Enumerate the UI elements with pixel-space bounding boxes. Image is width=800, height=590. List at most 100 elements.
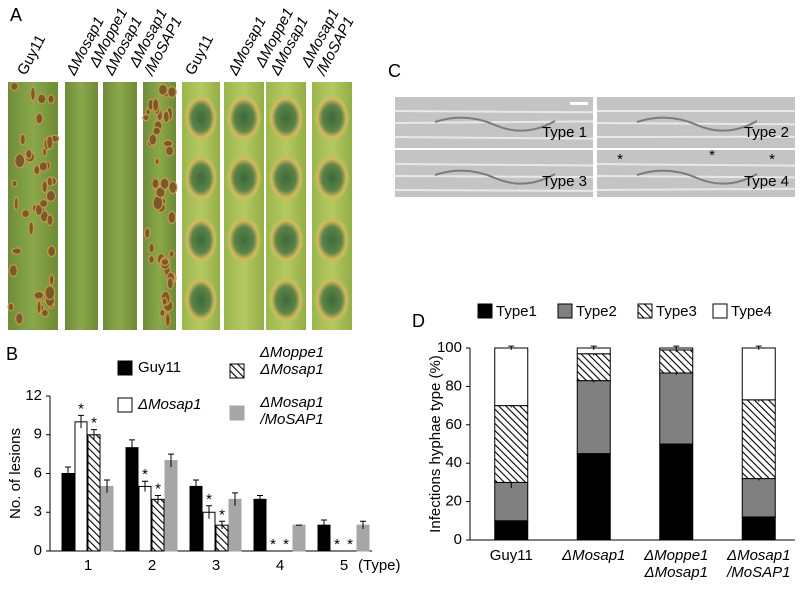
error-bar <box>360 520 366 530</box>
significance-mark: * <box>91 415 97 432</box>
error-bar <box>508 345 515 350</box>
leaf-spot <box>159 177 170 190</box>
legend-swatch <box>637 303 653 319</box>
x-tick-label: 2 <box>148 557 156 574</box>
micrograph-asterisk: * <box>617 151 623 168</box>
leaf-spot <box>48 274 55 286</box>
panel-label: D <box>412 311 425 331</box>
y-axis-label: Infections hyphae type (%) <box>427 355 444 533</box>
leaf-spot <box>152 97 160 113</box>
error-bar <box>321 519 327 531</box>
leaf-spot <box>154 157 160 166</box>
leaf-spot <box>38 161 49 172</box>
leaf-spot <box>152 126 162 136</box>
x-tick-label: 4 <box>276 557 284 574</box>
leaf-spot <box>35 112 44 125</box>
bar-segment <box>659 349 694 374</box>
y-tick-label: 6 <box>34 464 42 481</box>
leaf-spot <box>142 113 150 122</box>
bar-segment <box>494 347 529 407</box>
x-axis-label: (Type) <box>358 557 401 574</box>
leaf-spot <box>46 214 54 227</box>
error-bar <box>206 505 212 519</box>
cell-wall <box>596 163 796 167</box>
micrograph-label: Type 3 <box>542 173 587 190</box>
error-bar <box>91 429 97 440</box>
leaf-spot <box>11 247 23 255</box>
hypha <box>434 116 556 132</box>
significance-mark: * <box>78 400 84 417</box>
x-tick-label: ΔMosap1 <box>562 547 626 564</box>
leaf-spot <box>164 312 171 328</box>
y-tick-label: 100 <box>437 339 462 356</box>
y-tick-label: 0 <box>34 542 42 559</box>
leaf-spot <box>13 196 19 211</box>
leaf-spot <box>34 203 44 217</box>
leaf-spot <box>160 258 170 267</box>
legend-label: Type2 <box>576 303 617 320</box>
leaf-lesion <box>268 154 304 202</box>
bar <box>164 460 178 552</box>
leaf-spot <box>151 178 160 190</box>
leaf-spot <box>41 180 48 194</box>
legend-label: ΔMosap1 /MoSAP1 <box>260 394 324 428</box>
error-bar <box>219 520 225 530</box>
leaf-spot <box>38 198 49 208</box>
y-tick-label: 60 <box>445 416 462 433</box>
cell-wall <box>394 110 594 114</box>
y-tick-label: 0 <box>454 531 462 548</box>
error-bar <box>673 345 680 350</box>
leaf-spot <box>47 245 57 258</box>
leaf-spot <box>143 227 151 240</box>
leaf-lesion <box>268 94 304 142</box>
bar-segment <box>741 478 776 518</box>
leaf-lesion <box>184 94 218 142</box>
significance-mark: * <box>219 506 225 523</box>
leaf-lesion <box>226 216 262 264</box>
bar <box>87 434 101 552</box>
bar-segment <box>659 372 694 445</box>
leaf-spot <box>45 189 57 203</box>
leaf-photo <box>65 82 98 330</box>
leaf-spot <box>29 86 36 102</box>
error-bar <box>129 439 135 456</box>
leaf-spot <box>8 264 19 278</box>
bar-segment <box>576 353 611 382</box>
y-tick-label: 20 <box>445 493 462 510</box>
leaf-spot <box>167 210 177 225</box>
micrograph-asterisk: * <box>709 147 715 164</box>
panel-label: C <box>388 61 401 81</box>
leaf-lesion <box>184 154 218 202</box>
hypha <box>434 169 556 185</box>
y-axis-label: No. of lesions <box>7 428 24 519</box>
legend-swatch <box>229 405 245 421</box>
legend-label: ΔMosap1 <box>138 396 202 413</box>
leaf-lesion <box>184 216 218 264</box>
leaf-photo <box>103 82 137 330</box>
cell-wall <box>394 189 594 192</box>
y-tick-label: 12 <box>25 387 42 404</box>
legend-swatch <box>712 303 728 319</box>
significance-mark: * <box>334 536 340 553</box>
leaf-spot <box>25 148 33 160</box>
leaf-spot <box>11 179 18 188</box>
significance-mark: * <box>283 536 289 553</box>
bar <box>61 473 75 552</box>
error-bar <box>168 453 174 468</box>
bar-segment <box>741 347 776 401</box>
legend-swatch <box>557 303 573 319</box>
leaf-spot <box>162 110 170 124</box>
significance-mark: * <box>142 466 148 483</box>
micrograph-label: Type 2 <box>744 124 789 141</box>
cell-wall <box>394 136 594 140</box>
y-tick-label: 40 <box>445 454 462 471</box>
error-bar <box>755 345 762 350</box>
leaf-spot <box>44 285 56 301</box>
leaf-spot <box>33 290 45 300</box>
bar-segment <box>494 481 529 522</box>
x-tick-label: ΔMoppe1 ΔMosap1 <box>644 547 709 581</box>
leaf-spot <box>155 186 166 199</box>
bar <box>189 485 203 552</box>
leaf-spot <box>37 93 47 105</box>
error-bar <box>257 494 263 504</box>
